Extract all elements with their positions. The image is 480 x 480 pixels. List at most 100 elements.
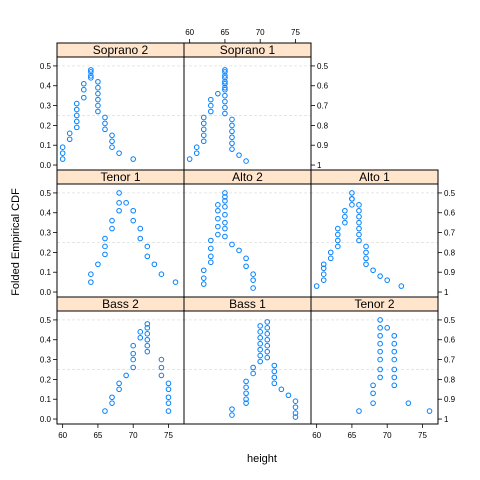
data-point	[229, 412, 235, 418]
data-point	[236, 247, 242, 254]
data-point	[109, 132, 115, 139]
data-point	[243, 400, 249, 406]
data-point	[250, 271, 256, 278]
panel-background	[57, 311, 184, 424]
data-point	[229, 134, 235, 141]
data-point	[250, 277, 256, 283]
data-point	[363, 261, 369, 268]
strip-label: Tenor 2	[354, 297, 394, 311]
strip-label: Bass 1	[229, 297, 266, 311]
panel-background	[184, 57, 311, 170]
panels-layer: Soprano 2 Soprano 1 Tenor 1 Alto 2 Alto 1 Bas…	[56, 42, 439, 425]
y-tick-label-right: 1	[444, 288, 449, 297]
data-point	[257, 352, 264, 359]
panel-background	[311, 184, 438, 297]
x-axis-title: height	[247, 453, 277, 465]
data-point	[95, 78, 101, 85]
data-point	[398, 283, 405, 289]
y-tick-label-right: 0.7	[444, 356, 456, 365]
data-point	[257, 358, 264, 365]
data-point	[377, 273, 383, 279]
data-point	[222, 219, 228, 226]
data-point	[137, 235, 144, 242]
data-point	[102, 114, 108, 121]
data-point	[200, 132, 207, 139]
y-tick-label-left: 0.5	[40, 62, 52, 71]
data-point	[73, 118, 80, 125]
data-point	[356, 237, 362, 244]
data-point	[229, 116, 235, 123]
data-point	[95, 108, 101, 115]
data-point	[222, 73, 228, 79]
data-point	[116, 150, 122, 156]
data-point	[95, 102, 101, 109]
panel-soprano-2: Soprano 2	[56, 42, 185, 171]
y-tick-label-left: 0.3	[40, 229, 52, 238]
data-point	[320, 277, 327, 283]
data-point	[109, 138, 115, 145]
data-point	[137, 334, 144, 341]
data-point	[165, 380, 172, 387]
data-point	[222, 194, 228, 200]
data-point	[130, 350, 136, 357]
x-tick-label: 70	[129, 431, 138, 440]
data-point	[384, 277, 391, 283]
data-point	[243, 255, 249, 262]
data-point	[222, 78, 228, 85]
data-point	[137, 329, 144, 335]
data-point	[342, 207, 348, 214]
data-point	[222, 211, 228, 218]
data-point	[66, 130, 73, 137]
strip-label: Bass 2	[102, 297, 139, 311]
strip	[310, 296, 439, 312]
y-tick-label-right: 0.5	[444, 316, 456, 325]
data-point	[349, 202, 355, 208]
y-tick-label-left: 0.2	[40, 248, 52, 257]
strip-label: Soprano 2	[93, 43, 149, 57]
data-point	[144, 336, 151, 343]
data-point	[320, 271, 327, 278]
data-point	[165, 408, 172, 414]
panel-tenor-1: Tenor 1	[56, 169, 185, 298]
y-tick-label-right: 0.7	[317, 102, 329, 111]
data-point	[257, 323, 264, 329]
data-point	[88, 73, 94, 79]
data-point	[356, 408, 362, 414]
y-tick-label-right: 0.5	[444, 189, 456, 198]
data-point	[95, 96, 101, 103]
data-point	[109, 394, 115, 401]
data-point	[405, 400, 412, 406]
y-tick-label-left: 0.5	[40, 189, 52, 198]
data-point	[200, 114, 207, 121]
data-point	[73, 112, 80, 119]
data-point	[356, 213, 362, 220]
data-point	[102, 251, 108, 258]
data-point	[165, 394, 172, 401]
strip	[310, 169, 439, 185]
data-point	[144, 325, 151, 331]
data-point	[215, 90, 221, 97]
y-tick-label-left: 0.4	[40, 209, 52, 218]
data-point	[116, 380, 122, 387]
data-point	[222, 80, 228, 87]
data-point	[81, 94, 87, 101]
data-point	[243, 390, 249, 397]
data-point	[377, 348, 383, 355]
x-tick-label: 65	[93, 431, 102, 440]
y-tick-label-right: 0.9	[444, 268, 456, 277]
data-point	[377, 317, 383, 323]
data-point	[123, 200, 129, 206]
data-point	[391, 332, 398, 339]
data-point	[264, 354, 271, 361]
data-point	[391, 356, 398, 363]
panel-alto-1: Alto 1	[310, 169, 439, 298]
y-tick-label-right: 0.8	[317, 121, 329, 130]
x-tick-label: 65	[220, 28, 229, 37]
panel-background	[184, 184, 311, 297]
data-point	[73, 106, 80, 113]
y-tick-label-left: 0.0	[40, 161, 52, 170]
data-point	[222, 92, 228, 99]
y-tick-label-right: 0.6	[444, 209, 456, 218]
data-point	[88, 75, 94, 81]
data-point	[59, 150, 66, 156]
